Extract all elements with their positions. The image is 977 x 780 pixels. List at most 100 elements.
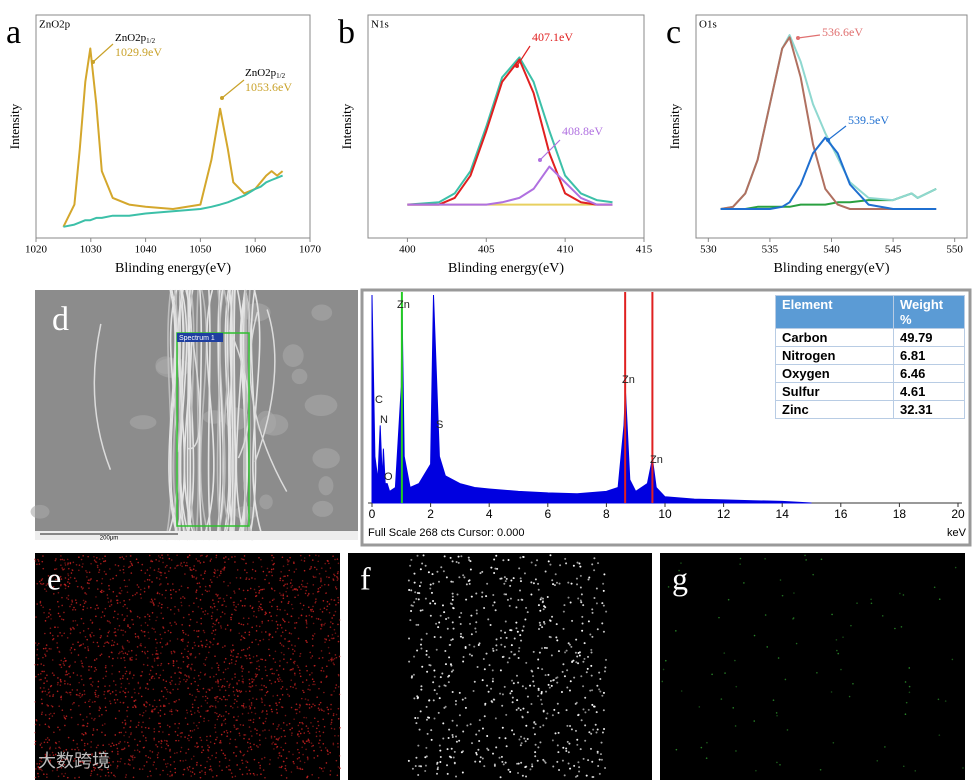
map-dot — [279, 678, 282, 681]
map-dot — [581, 622, 584, 625]
map-dot — [137, 635, 139, 638]
map-dot — [109, 578, 112, 581]
map-dot — [830, 691, 833, 693]
map-dot — [320, 708, 322, 710]
map-dot — [314, 602, 317, 604]
map-dot — [44, 588, 46, 590]
map-dot — [169, 756, 172, 758]
x-unit: keV — [947, 527, 967, 539]
map-dot — [544, 761, 547, 764]
map-dot — [779, 579, 782, 581]
map-dot — [504, 620, 507, 623]
map-dot — [337, 707, 340, 710]
map-dot — [455, 560, 458, 563]
map-dot — [569, 601, 572, 604]
sem-blob — [311, 304, 333, 321]
map-dot — [73, 606, 75, 609]
map-dot — [262, 730, 264, 732]
map-dot — [90, 770, 93, 772]
map-dot — [301, 721, 303, 724]
map-dot — [496, 567, 499, 570]
map-dot — [579, 565, 582, 568]
peak-label: S — [436, 419, 443, 431]
map-dot — [130, 732, 132, 734]
map-dot — [151, 601, 153, 604]
map-dot — [280, 706, 283, 708]
map-dot — [179, 680, 181, 683]
map-dot — [289, 582, 292, 584]
map-dot — [151, 675, 154, 678]
map-dot — [161, 646, 164, 648]
map-dot — [284, 742, 287, 745]
map-dot — [197, 645, 200, 647]
watermark: 大数跨境 — [38, 751, 110, 771]
map-dot — [509, 597, 512, 600]
map-dot — [77, 723, 79, 726]
map-dot — [198, 630, 200, 632]
map-dot — [180, 735, 182, 738]
map-dot — [561, 759, 564, 762]
map-dot — [234, 555, 236, 558]
map-dot — [44, 755, 47, 758]
map-dot — [209, 586, 212, 588]
map-dot — [542, 724, 545, 727]
map-dot — [275, 738, 278, 740]
map-dot — [124, 762, 126, 765]
map-dot — [38, 679, 41, 681]
map-dot — [177, 666, 180, 669]
map-dot — [177, 688, 179, 690]
map-dot — [73, 577, 76, 580]
map-dot — [260, 658, 262, 661]
map-dot — [129, 671, 131, 673]
map-dot — [193, 641, 196, 644]
map-dot — [313, 749, 315, 752]
map-dot — [321, 709, 323, 712]
map-dot — [46, 674, 48, 677]
map-dot — [582, 708, 585, 711]
map-dot — [325, 576, 328, 578]
map-dot — [238, 679, 240, 682]
map-dot — [190, 775, 193, 777]
map-dot — [244, 631, 246, 634]
map-dot — [289, 669, 292, 671]
map-dot — [315, 617, 318, 620]
map-dot — [493, 601, 496, 604]
map-dot — [258, 592, 260, 594]
map-dot — [95, 561, 98, 564]
map-dot — [491, 677, 494, 680]
map-dot — [591, 689, 594, 692]
map-dot — [60, 564, 62, 567]
map-dot — [129, 657, 132, 659]
map-dot — [557, 751, 560, 754]
map-dot — [441, 672, 444, 675]
map-dot — [537, 582, 540, 585]
sem-fiber — [216, 289, 223, 541]
map-dot — [101, 557, 104, 560]
map-dot — [46, 650, 48, 652]
map-dot — [333, 574, 336, 577]
sem-blob — [259, 494, 273, 510]
map-dot — [190, 668, 193, 671]
map-dot — [157, 605, 160, 607]
map-dot — [330, 727, 333, 730]
map-dot — [206, 643, 208, 646]
map-dot — [307, 758, 309, 761]
map-dot — [293, 650, 296, 652]
map-dot — [330, 621, 332, 623]
map-dot — [243, 637, 246, 640]
map-dot — [284, 714, 287, 717]
map-dot — [148, 717, 151, 720]
map-dot — [205, 555, 208, 558]
map-dot — [100, 616, 103, 619]
map-dot — [82, 761, 84, 764]
map-dot — [587, 759, 590, 762]
map-dot — [805, 559, 807, 561]
map-dot — [249, 707, 252, 710]
map-dot — [178, 698, 180, 701]
map-dot — [563, 774, 566, 777]
map-dot — [186, 679, 188, 681]
map-dot — [558, 768, 561, 771]
map-dot — [320, 577, 322, 580]
map-dot — [248, 654, 251, 656]
map-dot — [447, 681, 450, 684]
